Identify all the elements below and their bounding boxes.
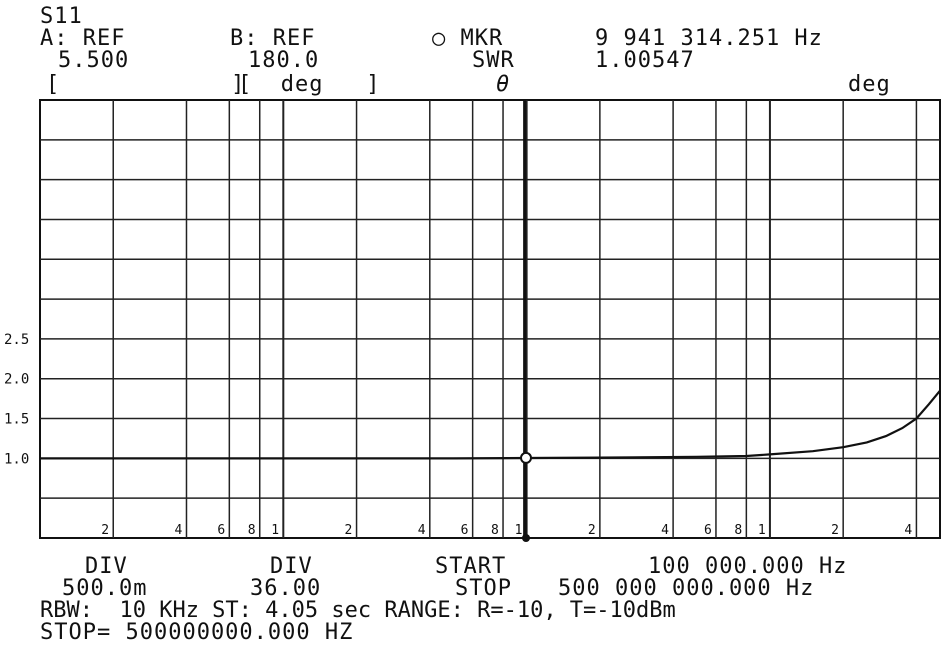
start-label: START bbox=[435, 554, 507, 579]
start-value: 100 000.000 Hz bbox=[648, 554, 848, 579]
channel-b-unit: [ deg ] bbox=[238, 72, 381, 97]
channel-a-unit: [ ] bbox=[46, 72, 246, 97]
y-tick-label: 1.0 bbox=[4, 451, 29, 467]
y-tick-label: 2.0 bbox=[4, 372, 29, 388]
stop-label: STOP bbox=[455, 576, 512, 601]
x-tick-label: 2 bbox=[831, 523, 839, 538]
stop-value: 500 000 000.000 Hz bbox=[558, 576, 815, 601]
x-tick-label: 4 bbox=[661, 523, 669, 538]
channel-b-ref-value: 180.0 bbox=[248, 48, 320, 73]
y-tick-label: 1.5 bbox=[4, 412, 29, 428]
div-a-value: 500.0m bbox=[62, 576, 148, 601]
marker-circle bbox=[520, 451, 532, 464]
channel-a-ref-label: A: REF bbox=[40, 26, 126, 51]
x-tick-label: 4 bbox=[904, 523, 912, 538]
swr-trace bbox=[40, 390, 941, 460]
parameter-label: S11 bbox=[40, 4, 83, 29]
plot-marks: 2 4 6 8 1 2 4 6 8 1 2 4 6 8 1 2 41.01.52.02.5 bbox=[4, 332, 941, 542]
stop-summary-line: STOP= 500000000.000 HZ bbox=[40, 620, 354, 645]
channel-a-ref-value: 5.500 bbox=[58, 48, 130, 73]
x-tick-label: 2 bbox=[101, 523, 109, 538]
x-tick-label: 1 bbox=[515, 523, 523, 538]
x-tick-label: 8 bbox=[734, 523, 742, 538]
x-tick-label: 6 bbox=[217, 523, 225, 538]
x-tick-label: 1 bbox=[271, 523, 279, 538]
y-tick-label: 2.5 bbox=[4, 332, 29, 348]
plot-grid bbox=[39, 99, 941, 539]
div-b-value: 36.00 bbox=[250, 576, 322, 601]
plot-frame bbox=[39, 99, 941, 539]
x-tick-label: 6 bbox=[461, 523, 469, 538]
div-a-label: DIV bbox=[85, 554, 128, 579]
marker-base-dot bbox=[522, 534, 530, 542]
swr-label: SWR bbox=[472, 48, 515, 73]
marker-label: ○ MKR bbox=[432, 26, 504, 51]
x-tick-label: 1 bbox=[758, 523, 766, 538]
x-tick-label: 4 bbox=[174, 523, 182, 538]
theta-label: θ bbox=[496, 72, 511, 97]
right-unit-label: deg bbox=[848, 72, 891, 97]
x-tick-label: 2 bbox=[588, 523, 596, 538]
x-tick-label: 2 bbox=[345, 523, 353, 538]
rbw-range-line: RBW: 10 KHz ST: 4.05 sec RANGE: R=-10, T… bbox=[40, 598, 676, 623]
div-b-label: DIV bbox=[270, 554, 313, 579]
x-tick-label: 4 bbox=[418, 523, 426, 538]
x-tick-label: 6 bbox=[704, 523, 712, 538]
channel-b-ref-label: B: REF bbox=[230, 26, 316, 51]
x-tick-label: 8 bbox=[248, 523, 256, 538]
x-tick-label: 8 bbox=[491, 523, 499, 538]
swr-value: 1.00547 bbox=[595, 48, 695, 73]
marker-frequency: 9 941 314.251 Hz bbox=[595, 26, 823, 51]
